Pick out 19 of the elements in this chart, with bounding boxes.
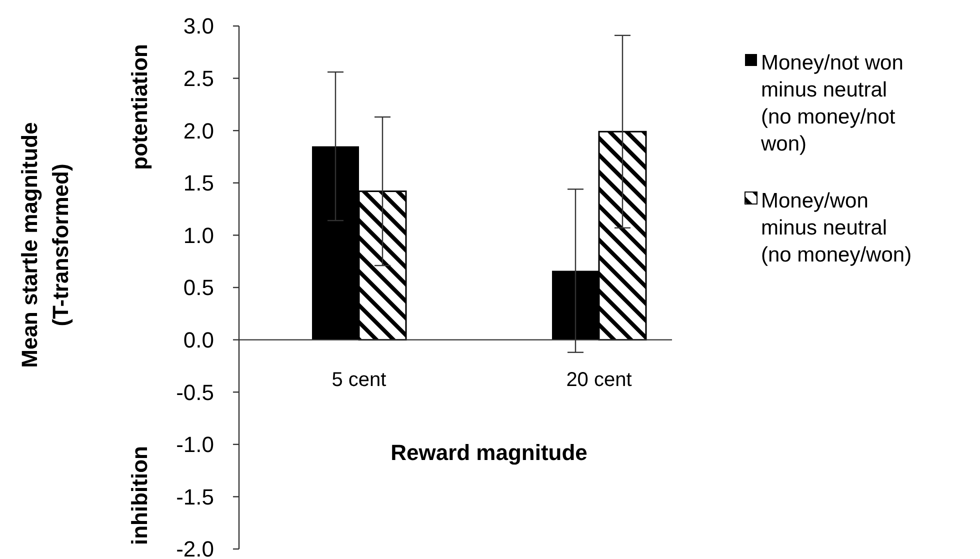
y-tick-label: -1.5 [176, 484, 214, 510]
legend-label: Money/won minus neutral (no money/won) [761, 189, 912, 266]
y-tick-label: 3.0 [183, 14, 214, 39]
y-tick-label: 0.0 [183, 328, 214, 352]
text: potentiation [127, 44, 152, 170]
legend-label: Money/not won minus neutral (no money/not won) [760, 51, 904, 156]
y-tick-label: -0.5 [176, 380, 214, 405]
x-tick-label: 20 cent [566, 368, 632, 391]
y-tick-label: 1.5 [183, 170, 214, 196]
x-tick-label: 5 cent [332, 368, 387, 391]
y-tick-label: 2.5 [183, 66, 214, 91]
y-tick-label: 0.5 [183, 275, 214, 300]
y-tick-label: 1.0 [183, 222, 214, 248]
y-tick-label: 2.0 [183, 118, 214, 144]
x-axis-title: Reward magnitude [390, 440, 588, 465]
text: inhibition [127, 446, 152, 545]
y-axis-title: Mean startle magnitude (T-transformed) [17, 122, 73, 368]
y-tick-label: -2.0 [176, 536, 214, 559]
y-tick-label: -1.0 [176, 432, 214, 458]
